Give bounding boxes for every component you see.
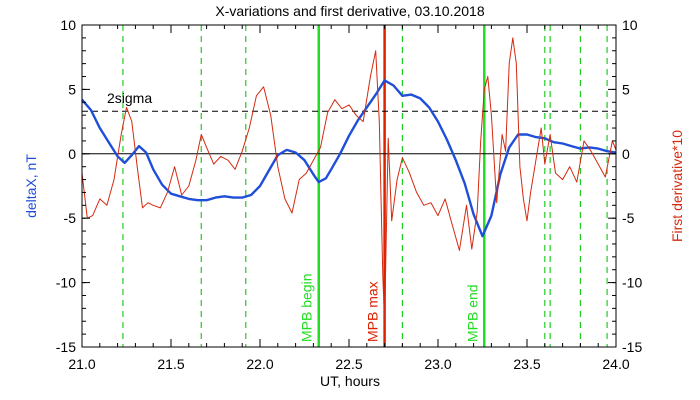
x-tick-label: 24.0 (602, 356, 629, 372)
mpb-marker-label: MPB begin (299, 274, 315, 342)
mpb-marker-label: MPB end (464, 284, 480, 342)
sigma-label: 2sigma (107, 90, 152, 106)
y-tick-label-right: -15 (622, 339, 642, 355)
y-tick-label-left: -10 (56, 275, 76, 291)
y-tick-label-left: -15 (56, 339, 76, 355)
axis-ticks: 21.0 21.5 22.0 22.5 23.0 23.5 24.0-15-10-50510… (56, 17, 643, 372)
y-tick-label-right: 5 (622, 81, 630, 97)
y-tick-label-right: -5 (622, 210, 635, 226)
y-axis-label-left: deltaX, nT (23, 154, 39, 218)
marker-labels: MPB begin MPB max MPB end (299, 274, 481, 342)
derivative-series-line (81, 37, 617, 322)
x-tick-label: 21.0 (68, 356, 95, 372)
y-tick-label-right: 10 (622, 17, 638, 33)
x-tick-label: 23.5 (513, 356, 540, 372)
x-tick-label: 22.0 (246, 356, 273, 372)
x-tick-label: 23.0 (424, 356, 451, 372)
y-tick-label-left: 10 (60, 17, 76, 33)
reference-lines (82, 110, 616, 155)
y-tick-label-left: 0 (68, 146, 76, 162)
mpb-marker-label: MPB max (365, 281, 381, 342)
y-tick-label-right: 0 (622, 146, 630, 162)
x-tick-label: 22.5 (335, 356, 362, 372)
y-tick-label-left: -5 (64, 210, 77, 226)
chart-title: X-variations and first derivative, 03.10… (215, 3, 484, 19)
deltax-series-line (81, 79, 617, 238)
x-tick-label: 21.5 (157, 356, 184, 372)
y-tick-label-left: 5 (68, 81, 76, 97)
x-axis-label: UT, hours (320, 373, 380, 389)
y-tick-label-right: -10 (622, 275, 642, 291)
series (81, 37, 617, 322)
event-markers (122, 25, 608, 347)
y-axis-label-right: First derivative*10 (669, 130, 685, 242)
